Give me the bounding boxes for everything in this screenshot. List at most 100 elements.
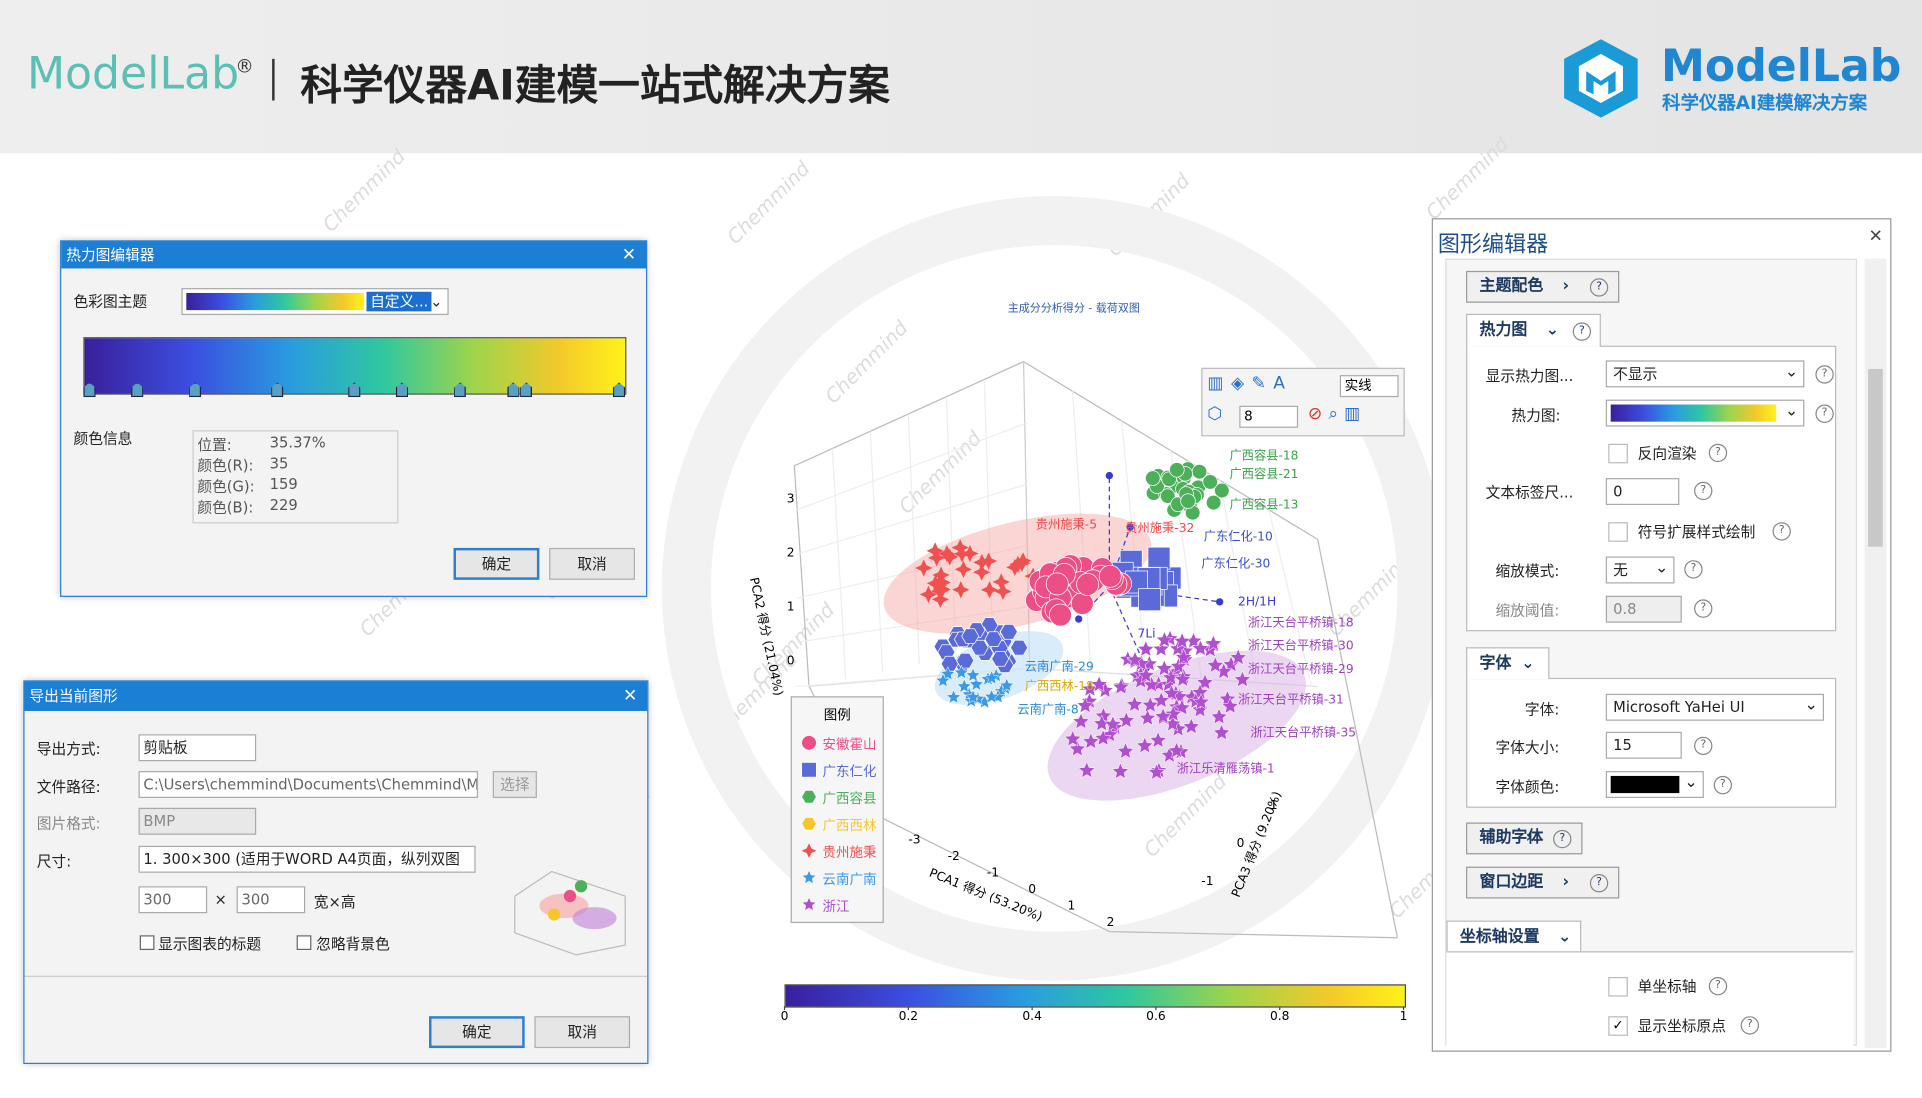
point-label: 广东仁化-10 (1204, 530, 1273, 544)
color-stop[interactable] (271, 382, 284, 398)
checkbox[interactable] (1608, 443, 1628, 464)
marker (1169, 462, 1185, 478)
tab[interactable]: 热力图 ⌄? (1466, 313, 1601, 347)
cancel-button[interactable]: 取消 (549, 547, 635, 580)
help: ? (1572, 322, 1592, 341)
select[interactable]: 无 ⌄ (1605, 556, 1675, 584)
color-stop[interactable] (520, 382, 533, 398)
format-select[interactable]: BMP (138, 807, 257, 835)
plot-title: 主成分分析得分 - 载荷双图 (1008, 300, 1140, 314)
input[interactable]: 15 (1605, 731, 1682, 759)
marker (980, 552, 998, 570)
help[interactable]: ? (1694, 736, 1713, 756)
point-label: 广西容县-21 (1229, 466, 1298, 481)
color-stop[interactable] (348, 382, 361, 398)
section-button[interactable]: 主题配色 ›? (1466, 270, 1620, 303)
help[interactable]: ? (1713, 775, 1733, 795)
label: 符号扩展样式绘制 (1637, 523, 1756, 541)
marker (1192, 692, 1210, 710)
path-input[interactable]: C:\Users\chemmind\Documents\Chemmind\M (138, 771, 479, 798)
color-stop[interactable] (506, 382, 520, 398)
marker (999, 677, 1015, 693)
plot-toolbar: ▥◈✎A 实线 ⬡ 8 ⊘⌕▥ (1201, 367, 1405, 437)
checkbox[interactable] (296, 935, 312, 950)
help[interactable]: ? (1772, 522, 1791, 541)
select[interactable]: ⌄ (1605, 399, 1805, 427)
section-button[interactable]: 辅助字体 ›? (1466, 822, 1583, 855)
color-stop[interactable] (612, 382, 626, 398)
help[interactable]: ? (1740, 1016, 1760, 1035)
scrollbar[interactable] (1864, 258, 1887, 1049)
help[interactable]: ? (1694, 481, 1713, 501)
label: 图片格式: (36, 815, 101, 833)
help[interactable]: ? (1708, 976, 1728, 996)
arrow: ⌄ (430, 292, 443, 311)
marker (1094, 729, 1112, 746)
size-select[interactable]: 8 (1239, 405, 1299, 428)
axis-line (796, 483, 1028, 555)
tab[interactable]: 坐标轴设置 ⌄ (1446, 920, 1582, 953)
color-stop[interactable] (131, 382, 144, 398)
mode-select[interactable]: 剪贴板 (138, 734, 257, 762)
legend-label: 广西西林 (822, 817, 877, 834)
width-input[interactable]: 300 (138, 886, 208, 914)
z-tick-label: -1 (1201, 874, 1213, 888)
help[interactable]: ? (1815, 404, 1834, 423)
axis-line (945, 397, 957, 658)
ok-button[interactable]: 确定 (453, 547, 540, 580)
tool-icon[interactable]: ⬡ (1207, 404, 1223, 425)
marker (1014, 552, 1032, 570)
line-select[interactable]: 实线 (1339, 375, 1399, 398)
section-button[interactable]: 窗口边距 ›? (1466, 866, 1620, 899)
scroll-thumb[interactable] (1868, 368, 1883, 547)
tool-icons[interactable]: ⊘⌕▥ (1307, 404, 1367, 425)
arrow-head (1075, 615, 1083, 623)
watermark: Chemmind (318, 144, 410, 236)
tool-icons[interactable]: ▥◈✎A (1207, 373, 1293, 394)
marker (801, 816, 817, 831)
label: 文件路径: (36, 778, 101, 796)
size-select[interactable]: 1. 300×300 (适用于WORD A4页面，纵列双图 (138, 845, 476, 873)
select[interactable]: ⌄ (1605, 771, 1704, 798)
marker (1180, 493, 1196, 509)
marker (930, 582, 949, 600)
select[interactable]: Microsoft YaHei UI ⌄ (1605, 693, 1824, 721)
color-stop[interactable] (189, 382, 202, 398)
color-stop[interactable] (83, 382, 96, 398)
checkbox[interactable] (1608, 522, 1628, 542)
help[interactable]: ? (1684, 560, 1703, 579)
marker (1233, 670, 1252, 688)
value: 不显示 (1613, 365, 1658, 383)
help[interactable]: ? (1694, 599, 1713, 618)
choose-button[interactable]: 选择 (492, 771, 537, 798)
height-input[interactable]: 300 (236, 886, 306, 914)
colorbar-label: 0.4 (1022, 1009, 1042, 1023)
select[interactable]: 不显示 ⌄ (1605, 360, 1805, 388)
cancel-button[interactable]: 取消 (534, 1016, 631, 1049)
help[interactable]: ? (1708, 443, 1728, 463)
marker (1141, 696, 1159, 713)
marker (1090, 675, 1108, 693)
dialog-title: 热力图编辑器 (66, 246, 155, 264)
help[interactable]: ? (1815, 365, 1834, 384)
point-label: 浙江天台平桥镇-30 (1248, 638, 1354, 653)
marker (935, 672, 951, 688)
checkbox[interactable] (139, 935, 155, 950)
input[interactable]: 0.8 (1605, 595, 1682, 623)
tab[interactable]: 字体 ⌄ (1466, 647, 1550, 680)
color-stop[interactable] (395, 382, 409, 398)
arrow-head (1126, 523, 1134, 531)
marker (801, 869, 817, 885)
marker (1009, 555, 1027, 573)
close[interactable]: ✕ (621, 245, 637, 265)
marker (984, 670, 1000, 685)
close[interactable]: ✕ (1868, 226, 1883, 247)
marker (1137, 640, 1155, 657)
close[interactable]: ✕ (623, 686, 638, 707)
theme-select[interactable]: 自定义... ⌄ (181, 288, 449, 316)
ok-button[interactable]: 确定 (429, 1016, 525, 1049)
input[interactable]: 0 (1605, 478, 1680, 506)
checkbox[interactable]: ✓ (1608, 1016, 1628, 1036)
checkbox[interactable] (1608, 976, 1628, 997)
color-stop[interactable] (454, 382, 467, 398)
